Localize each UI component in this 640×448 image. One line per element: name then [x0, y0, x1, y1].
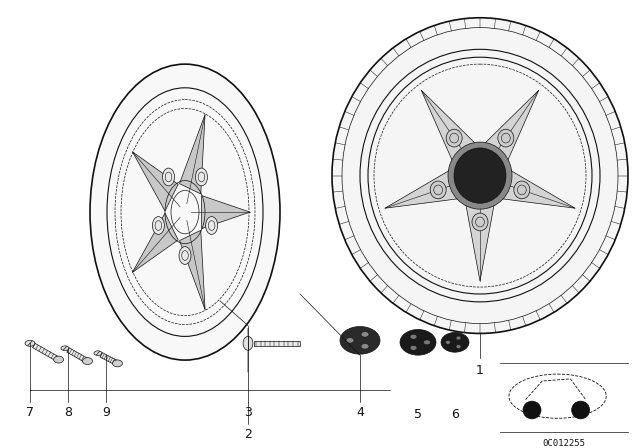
Polygon shape: [421, 90, 478, 164]
Text: 0C012255: 0C012255: [543, 439, 586, 448]
Text: 4: 4: [356, 406, 364, 419]
Ellipse shape: [400, 329, 436, 355]
Text: 3: 3: [244, 406, 252, 419]
Polygon shape: [482, 90, 539, 164]
Ellipse shape: [523, 401, 541, 419]
Ellipse shape: [346, 338, 354, 343]
Ellipse shape: [454, 148, 506, 203]
Ellipse shape: [445, 340, 451, 345]
Ellipse shape: [243, 336, 253, 350]
Text: 2: 2: [244, 427, 252, 440]
Ellipse shape: [61, 346, 69, 351]
Polygon shape: [179, 115, 205, 194]
Ellipse shape: [152, 217, 164, 234]
Polygon shape: [100, 353, 118, 366]
Polygon shape: [202, 195, 250, 228]
Ellipse shape: [424, 340, 431, 345]
Ellipse shape: [456, 345, 461, 349]
Ellipse shape: [332, 18, 628, 333]
Text: 7: 7: [26, 406, 34, 419]
Ellipse shape: [179, 247, 191, 264]
Polygon shape: [253, 341, 300, 346]
Ellipse shape: [498, 129, 514, 147]
Ellipse shape: [430, 181, 446, 199]
Ellipse shape: [54, 356, 63, 363]
Ellipse shape: [410, 334, 417, 339]
Ellipse shape: [361, 344, 369, 349]
Polygon shape: [498, 168, 575, 208]
Polygon shape: [385, 168, 462, 208]
Ellipse shape: [205, 217, 218, 234]
Polygon shape: [132, 213, 178, 272]
Ellipse shape: [448, 142, 512, 209]
Text: 9: 9: [102, 406, 110, 419]
Text: 5: 5: [414, 408, 422, 421]
Ellipse shape: [90, 64, 280, 360]
Text: 6: 6: [451, 408, 459, 421]
Ellipse shape: [83, 358, 93, 365]
Ellipse shape: [456, 336, 461, 340]
Ellipse shape: [410, 345, 417, 350]
Ellipse shape: [163, 168, 175, 186]
Polygon shape: [67, 348, 89, 363]
Ellipse shape: [514, 181, 530, 199]
Polygon shape: [132, 152, 178, 211]
Polygon shape: [33, 344, 60, 362]
Ellipse shape: [94, 351, 102, 356]
Ellipse shape: [361, 332, 369, 337]
Ellipse shape: [572, 401, 589, 419]
Ellipse shape: [25, 340, 35, 346]
Ellipse shape: [472, 213, 488, 231]
Text: 8: 8: [64, 406, 72, 419]
Polygon shape: [179, 230, 205, 310]
Ellipse shape: [195, 168, 207, 186]
Ellipse shape: [113, 360, 122, 367]
Text: 1: 1: [476, 364, 484, 377]
Polygon shape: [465, 201, 495, 281]
Ellipse shape: [441, 332, 469, 352]
Ellipse shape: [340, 327, 380, 354]
Ellipse shape: [446, 129, 462, 147]
